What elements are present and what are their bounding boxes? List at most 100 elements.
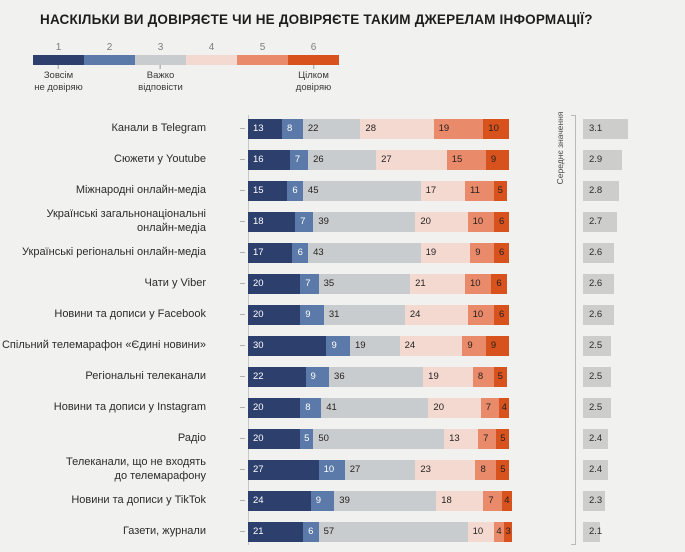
- category-label: Новини та дописи у Facebook: [54, 307, 206, 320]
- bar-segment: 23: [415, 459, 476, 480]
- bar-segment: 9: [470, 242, 494, 263]
- legend-color-swatch: [84, 55, 135, 65]
- stacked-bar: 30 9 19 24 9 9: [248, 335, 510, 356]
- bar-segment: 20: [248, 304, 301, 325]
- category-tick: [240, 407, 245, 408]
- average-value-badge: 2.6: [583, 304, 614, 325]
- bar-segment: 19: [420, 242, 471, 263]
- stacked-bar: 20 5 50 13 7 5: [248, 428, 510, 449]
- legend-color-swatch: [33, 55, 84, 65]
- bar-segment: 7: [478, 428, 497, 449]
- category-tick: [240, 221, 245, 222]
- bar-segment: 27: [376, 149, 447, 170]
- bar-segment: 16: [248, 149, 290, 170]
- chart-row: Новини та дописи у TikTok 24 9 39 18 7 4 2.3: [0, 485, 685, 516]
- bar-segment: 20: [415, 211, 468, 232]
- bar-segment: 20: [248, 273, 301, 294]
- chart-row: Міжнародні онлайн-медіа 15 6 45 17 11 5 2.8: [0, 175, 685, 206]
- bar-segment: 9: [305, 366, 330, 387]
- category-label: Новини та дописи у TikTok: [71, 493, 206, 506]
- bar-segment: 10: [467, 211, 494, 232]
- bar-segment: 7: [480, 397, 499, 418]
- category-label: Українські регіональні онлайн-медіа: [22, 245, 206, 258]
- chart-row: Газети, журнали 21 6 57 10 4 3 2.1: [0, 516, 685, 547]
- bar-segment: 17: [248, 242, 293, 263]
- category-tick: [240, 283, 245, 284]
- bar-segment: 5: [300, 428, 314, 449]
- bar-segment: 20: [248, 397, 301, 418]
- average-value-badge: 2.3: [583, 490, 606, 511]
- chart-row: Регіональні телеканали 22 9 36 19 8 5 2.5: [0, 361, 685, 392]
- legend-anchor: Зовсім не довіряю: [34, 65, 83, 94]
- bar-segment: 28: [360, 118, 434, 139]
- bar-segment: 6: [302, 521, 319, 542]
- bar-segment: 18: [436, 490, 484, 511]
- bar-segment: 6: [493, 211, 510, 232]
- legend-anchor: Важко відповісти: [138, 65, 183, 94]
- bar-segment: 11: [465, 180, 494, 201]
- bar-segment: 41: [321, 397, 429, 418]
- bar-segment: 7: [295, 211, 314, 232]
- bar-segment: 15: [248, 180, 288, 201]
- legend-scale-number: 1: [55, 42, 62, 53]
- bar-segment: 35: [318, 273, 411, 294]
- bar-segment: 8: [300, 397, 322, 418]
- chart-row: Спільний телемарафон «Єдині новини» 30 9 19…: [0, 330, 685, 361]
- category-label: Українські загальнонаціональні онлайн-ме…: [46, 208, 206, 234]
- bar-segment: 15: [446, 149, 486, 170]
- bar-segment: 36: [329, 366, 424, 387]
- legend-anchor-label: Зовсім не довіряю: [34, 70, 83, 93]
- bar-segment: 13: [248, 118, 282, 139]
- bar-segment: 9: [310, 490, 335, 511]
- average-column-axis-line: [571, 115, 576, 545]
- bar-segment: 18: [248, 211, 296, 232]
- chart-row: Українські регіональні онлайн-медіа 17 6 43…: [0, 237, 685, 268]
- bar-segment: 50: [313, 428, 445, 449]
- bar-segment: 6: [493, 304, 510, 325]
- bar-segment: 6: [491, 273, 507, 294]
- bar-segment: 6: [493, 242, 510, 263]
- legend-scale-number: 3: [157, 42, 164, 53]
- bar-segment: 4: [493, 521, 505, 542]
- category-tick: [240, 252, 245, 253]
- category-tick: [240, 531, 245, 532]
- bar-segment: 9: [300, 304, 324, 325]
- stacked-bar: 16 7 26 27 15 9: [248, 149, 510, 170]
- bar-segment: 27: [344, 459, 416, 480]
- legend-scale-numbers: 1 2 3 4 5 6: [33, 40, 339, 55]
- bar-segment: 5: [496, 459, 510, 480]
- bar-segment: 7: [483, 490, 502, 511]
- chart-row: Чати у Viber 20 7 35 21 10 6 2.6: [0, 268, 685, 299]
- legend-scale-number: 2: [106, 42, 113, 53]
- bar-segment: 19: [423, 366, 473, 387]
- chart-rows: Канали в Telegram 13 8 22 28 19 10 3.1 Сюжети у …: [0, 113, 685, 547]
- bar-segment: 10: [467, 304, 494, 325]
- bar-segment: 9: [485, 335, 510, 356]
- bar-segment: 6: [292, 242, 309, 263]
- stacked-bar: 27 10 27 23 8 5: [248, 459, 510, 480]
- category-label: Сюжети у Youtube: [114, 152, 206, 165]
- stacked-bar: 22 9 36 19 8 5: [248, 366, 507, 387]
- average-value-badge: 2.4: [583, 459, 609, 480]
- legend-color-swatch: [186, 55, 237, 65]
- category-tick: [240, 500, 245, 501]
- legend-color-bar: [33, 55, 339, 65]
- bar-segment: 43: [308, 242, 421, 263]
- average-value-badge: 2.8: [583, 180, 620, 201]
- average-value-badge: 2.7: [583, 211, 617, 232]
- bar-segment: 20: [248, 428, 301, 449]
- category-tick: [240, 345, 245, 346]
- bar-segment: 30: [248, 335, 327, 356]
- bar-segment: 24: [404, 304, 468, 325]
- stacked-bar: 15 6 45 17 11 5: [248, 180, 507, 201]
- bar-segment: 24: [248, 490, 311, 511]
- category-tick: [240, 159, 245, 160]
- bar-segment: 4: [499, 397, 510, 418]
- chart-title: НАСКІЛЬКИ ВИ ДОВІРЯЄТЕ ЧИ НЕ ДОВІРЯЄТЕ Т…: [40, 12, 593, 27]
- bar-segment: 19: [433, 118, 484, 139]
- category-tick: [240, 376, 245, 377]
- legend: 1 2 3 4 5 6 Зовсім не довіряю Важко відповісти…: [33, 40, 339, 99]
- category-tick: [240, 128, 245, 129]
- category-tick: [240, 314, 245, 315]
- bar-segment: 10: [465, 273, 492, 294]
